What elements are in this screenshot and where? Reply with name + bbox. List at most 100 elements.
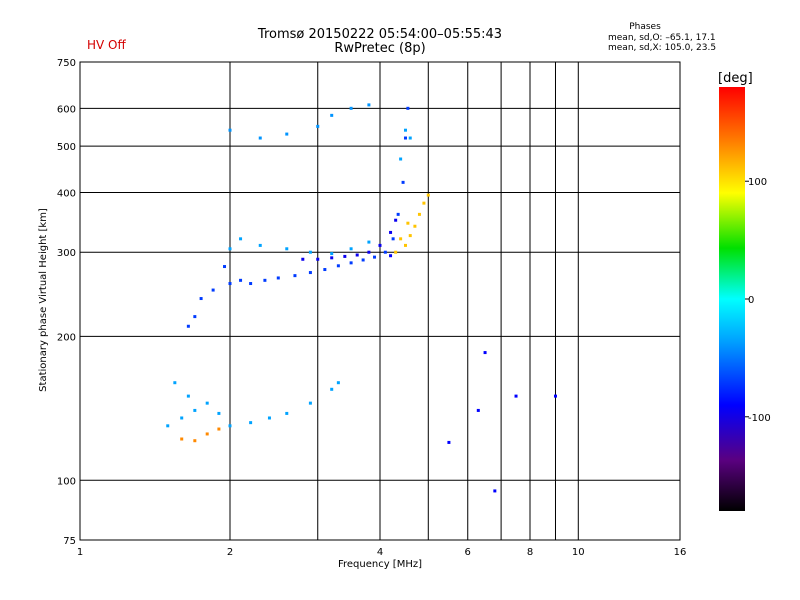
- data-points: [166, 103, 557, 493]
- data-point: [205, 432, 209, 436]
- data-point: [367, 240, 371, 244]
- data-point: [249, 421, 253, 425]
- data-point: [186, 324, 190, 328]
- x-gridlines: [79, 62, 681, 540]
- data-point: [401, 180, 405, 184]
- x-tick-label: 4: [377, 547, 383, 558]
- data-point: [323, 268, 327, 272]
- data-point: [417, 212, 421, 216]
- data-point: [403, 243, 407, 247]
- data-point: [228, 247, 232, 251]
- data-point: [316, 124, 320, 128]
- data-point: [166, 424, 170, 428]
- data-point: [330, 113, 334, 117]
- data-point: [408, 234, 412, 238]
- data-point: [205, 401, 209, 405]
- data-point: [293, 274, 297, 278]
- data-point: [422, 201, 426, 205]
- data-point: [285, 132, 289, 136]
- data-point: [223, 265, 227, 269]
- data-point: [408, 136, 412, 140]
- data-point: [336, 264, 340, 268]
- data-point: [180, 416, 184, 420]
- y-tick-label: 300: [57, 248, 76, 259]
- data-point: [316, 257, 320, 261]
- data-point: [403, 128, 407, 132]
- data-point: [483, 351, 487, 355]
- data-point: [228, 128, 232, 132]
- data-point: [394, 250, 398, 254]
- data-point: [308, 401, 312, 405]
- colorbar-label: [deg]: [718, 71, 753, 86]
- data-point: [383, 250, 387, 254]
- y-gridlines: [80, 107, 680, 481]
- data-point: [406, 221, 410, 225]
- data-point: [373, 255, 377, 259]
- data-point: [406, 106, 410, 110]
- data-point: [308, 271, 312, 275]
- data-point: [180, 437, 184, 441]
- stats-o-mode: mean, sd,O: –65.1, 17.1: [608, 33, 716, 43]
- data-point: [399, 157, 403, 161]
- colorbar-ticks: 100 0 -100: [745, 177, 771, 424]
- data-point: [349, 247, 353, 251]
- x-tick-label: 6: [465, 547, 471, 558]
- data-point: [228, 282, 232, 286]
- data-point: [391, 237, 395, 241]
- data-point: [389, 230, 393, 234]
- colorbar-tick-label: 100: [748, 177, 767, 188]
- data-point: [426, 193, 430, 197]
- data-point: [228, 424, 232, 428]
- data-point: [186, 394, 190, 398]
- data-point: [193, 408, 197, 412]
- y-tick-label: 75: [63, 536, 76, 547]
- data-point: [239, 278, 243, 282]
- y-tick-label: 600: [57, 104, 76, 115]
- data-point: [367, 103, 371, 107]
- y-tick-label: 100: [57, 476, 76, 487]
- data-point: [476, 408, 480, 412]
- y-tick-label: 500: [57, 142, 76, 153]
- data-point: [173, 381, 177, 385]
- data-point: [330, 252, 334, 256]
- data-point: [193, 439, 197, 443]
- data-point: [301, 257, 305, 261]
- data-point: [389, 254, 393, 258]
- colorbar-tick-label: 0: [748, 295, 754, 306]
- data-point: [330, 387, 334, 391]
- data-point: [330, 256, 334, 260]
- data-point: [355, 253, 359, 257]
- data-point: [396, 212, 400, 216]
- x-axis-title: Frequency [MHz]: [338, 559, 422, 570]
- x-tick-label: 1: [77, 547, 83, 558]
- data-point: [349, 106, 353, 110]
- y-tick-label: 400: [57, 188, 76, 199]
- data-point: [343, 254, 347, 258]
- data-point: [514, 394, 518, 398]
- data-point: [249, 282, 253, 286]
- x-tick-label: 10: [572, 547, 585, 558]
- data-point: [199, 297, 203, 301]
- x-tick-label: 2: [227, 547, 233, 558]
- data-point: [367, 250, 371, 254]
- data-point: [413, 224, 417, 228]
- data-point: [285, 411, 289, 415]
- data-point: [336, 381, 340, 385]
- data-point: [378, 243, 382, 247]
- data-point: [285, 247, 289, 251]
- chart-subtitle: RwPretec (8p): [334, 41, 426, 56]
- data-point: [217, 427, 221, 431]
- hv-status-label: HV Off: [87, 38, 126, 52]
- data-point: [267, 416, 271, 420]
- colorbar: [719, 87, 745, 511]
- data-point: [493, 489, 497, 493]
- colorbar-tick-label: -100: [748, 413, 771, 424]
- data-point: [258, 136, 262, 140]
- y-tick-label: 750: [57, 58, 76, 69]
- data-point: [263, 278, 267, 282]
- data-point: [276, 276, 280, 280]
- stats-heading: Phases: [629, 22, 661, 32]
- data-point: [308, 250, 312, 254]
- x-tick-label: 8: [527, 547, 533, 558]
